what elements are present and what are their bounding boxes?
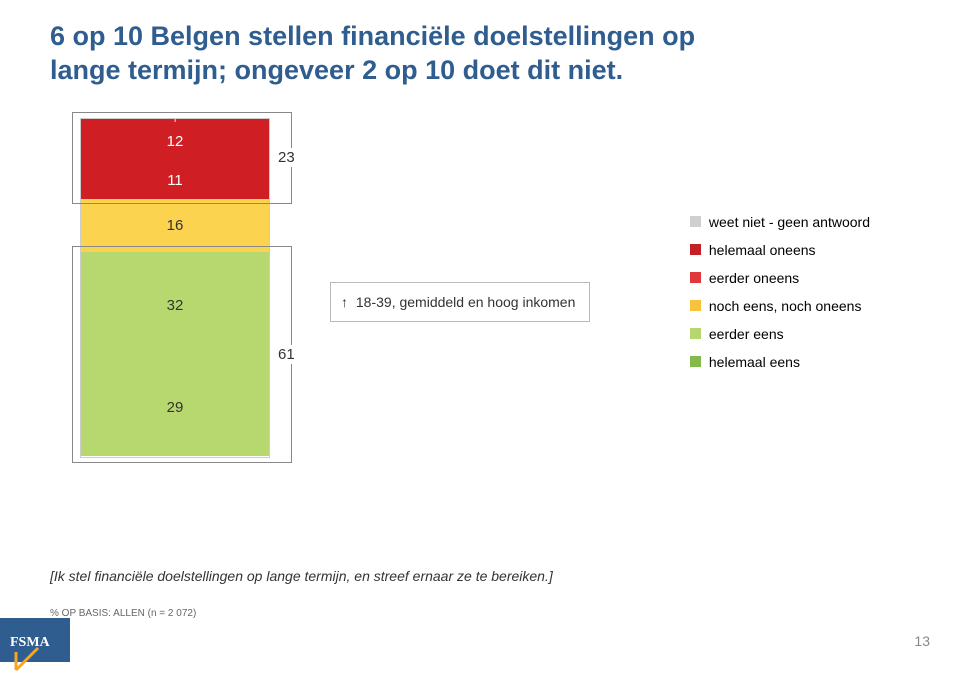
group-label: 23 [274,148,299,167]
fsma-logo: FSMA [0,618,70,674]
basis-text: % OP BASIS: ALLEN (n = 2 072) [50,608,196,619]
legend-swatch-icon [690,356,701,367]
legend-label: helemaal oneens [709,236,816,264]
legend-item: helemaal eens [690,348,870,376]
legend-swatch-icon [690,328,701,339]
legend-label: helemaal eens [709,348,800,376]
legend-swatch-icon [690,272,701,283]
group-outline [72,246,292,463]
legend-item: noch eens, noch oneens [690,292,870,320]
legend-label: eerder oneens [709,264,799,292]
legend-swatch-icon [690,216,701,227]
title-line-1: 6 op 10 Belgen stellen financiële doelst… [50,21,695,51]
legend-item: eerder eens [690,320,870,348]
page-number: 13 [914,633,930,649]
legend-label: eerder eens [709,320,784,348]
logo-icon: FSMA [0,618,70,674]
chart-area: 11211163229 2361 ↑ 18-39, gemiddeld en h… [50,118,910,538]
legend-item: weet niet - geen antwoord [690,208,870,236]
trend-arrow-icon: ↑ [341,293,348,311]
legend-swatch-icon [690,300,701,311]
legend: weet niet - geen antwoordhelemaal oneens… [690,208,870,376]
bar-segment: 16 [81,199,269,253]
legend-swatch-icon [690,244,701,255]
title-line-2: lange termijn; ongeveer 2 op 10 doet dit… [50,55,623,85]
legend-item: helemaal oneens [690,236,870,264]
svg-text:FSMA: FSMA [10,635,51,650]
group-label: 61 [274,345,299,364]
legend-label: weet niet - geen antwoord [709,208,870,236]
legend-label: noch eens, noch oneens [709,292,862,320]
legend-item: eerder oneens [690,264,870,292]
page-title: 6 op 10 Belgen stellen financiële doelst… [50,20,910,88]
group-outline [72,112,292,205]
slide-root: 6 op 10 Belgen stellen financiële doelst… [0,0,960,674]
question-footnote: [Ik stel financiële doelstellingen op la… [50,568,553,584]
trend-note-box: ↑ 18-39, gemiddeld en hoog inkomen [330,282,590,322]
trend-note-text: 18-39, gemiddeld en hoog inkomen [356,294,576,310]
